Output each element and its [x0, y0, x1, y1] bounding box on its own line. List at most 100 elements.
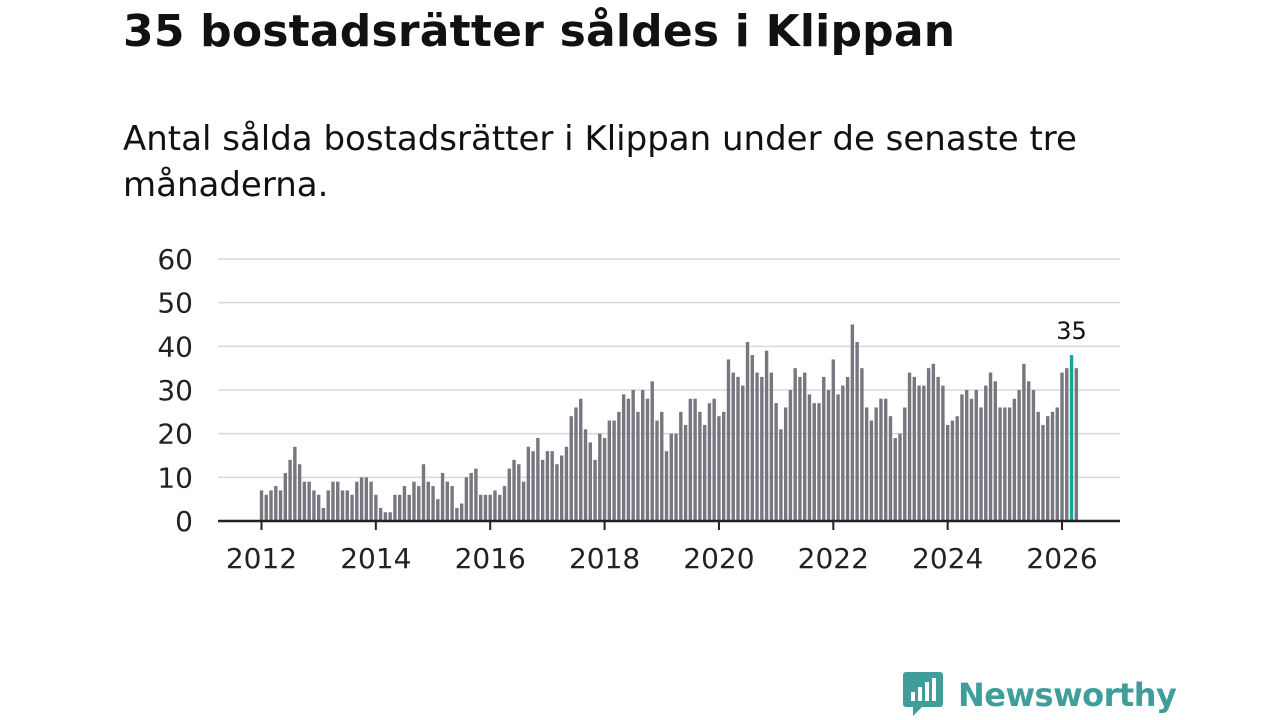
bar-highlight — [1069, 355, 1074, 521]
bar — [417, 486, 421, 521]
bar — [402, 486, 407, 521]
x-tick-label: 2014 — [340, 542, 411, 575]
bar — [826, 390, 831, 521]
bar — [274, 486, 278, 521]
bar — [965, 390, 969, 521]
bar — [488, 494, 492, 521]
bar — [731, 372, 735, 521]
bar — [798, 376, 802, 521]
bar — [769, 372, 774, 521]
bar — [812, 403, 816, 521]
bar — [755, 372, 759, 521]
bar — [750, 355, 754, 521]
x-tick-label: 2024 — [912, 542, 983, 575]
bar — [569, 416, 573, 521]
bar — [936, 376, 940, 521]
bar — [1041, 424, 1045, 521]
bar — [836, 394, 840, 521]
bar — [874, 407, 878, 521]
bar — [464, 477, 469, 521]
bar — [607, 420, 612, 521]
bar — [345, 490, 349, 521]
chart-title: 35 bostadsrätter såldes i Klippan — [123, 6, 956, 57]
bar — [474, 468, 478, 521]
bar — [1017, 390, 1021, 521]
bar — [326, 490, 330, 521]
bar — [1074, 368, 1079, 521]
bar — [660, 411, 664, 521]
bar — [307, 481, 311, 521]
bar — [445, 481, 450, 521]
bar — [803, 372, 807, 521]
bar — [469, 472, 473, 521]
bar — [807, 394, 812, 521]
bar — [336, 481, 340, 521]
bar — [950, 420, 955, 521]
bar — [431, 486, 435, 521]
bar — [864, 407, 869, 521]
bar — [879, 398, 883, 521]
bar — [574, 407, 578, 521]
bar — [579, 398, 583, 521]
bar — [312, 490, 316, 521]
bar — [726, 359, 731, 521]
bar — [531, 451, 535, 521]
bar — [669, 433, 673, 521]
bar — [907, 372, 912, 521]
bar — [903, 407, 907, 521]
x-tick-label: 2018 — [569, 542, 640, 575]
bar — [259, 490, 264, 521]
brand-name: Newsworthy — [958, 676, 1177, 714]
bar — [598, 433, 602, 521]
bar — [650, 381, 654, 521]
data-label-latest: 35 — [1056, 317, 1087, 345]
bar — [340, 490, 345, 521]
bar — [845, 376, 850, 521]
bar — [993, 381, 998, 521]
bar — [545, 451, 550, 521]
x-tick-label: 2022 — [798, 542, 869, 575]
data-labels: 35 — [1056, 317, 1087, 345]
bar — [655, 420, 659, 521]
bar — [269, 490, 273, 521]
bar — [583, 429, 588, 521]
bar — [1026, 381, 1031, 521]
bar — [383, 512, 388, 521]
bar — [645, 398, 650, 521]
bar — [664, 451, 669, 521]
bar — [278, 490, 283, 521]
bar — [521, 481, 526, 521]
newsworthy-logo-icon — [903, 672, 943, 716]
bar — [717, 416, 721, 521]
bar — [350, 494, 354, 521]
bar — [536, 438, 540, 521]
bar — [436, 499, 440, 521]
bar — [722, 411, 726, 521]
bar — [631, 390, 635, 521]
bar — [512, 459, 516, 521]
x-tick-label: 2026 — [1026, 542, 1097, 575]
bar — [984, 385, 988, 521]
bar — [841, 385, 845, 521]
bar — [302, 481, 307, 521]
bar — [421, 464, 426, 521]
bar — [378, 507, 383, 521]
bar — [550, 451, 554, 521]
bar — [788, 390, 793, 521]
bar — [388, 512, 392, 521]
bar — [745, 341, 750, 521]
bar — [779, 429, 783, 521]
bar — [945, 424, 950, 521]
bar — [822, 376, 826, 521]
bar — [955, 416, 959, 521]
newsworthy-logo[interactable]: Newsworthy — [902, 670, 1177, 720]
bar — [1055, 407, 1059, 521]
bar — [1031, 390, 1036, 521]
bar — [369, 481, 373, 521]
bar — [1012, 398, 1017, 521]
bar — [588, 442, 592, 521]
bar — [407, 494, 411, 521]
y-tick-label: 60 — [157, 243, 193, 276]
x-tick-label: 2016 — [455, 542, 526, 575]
